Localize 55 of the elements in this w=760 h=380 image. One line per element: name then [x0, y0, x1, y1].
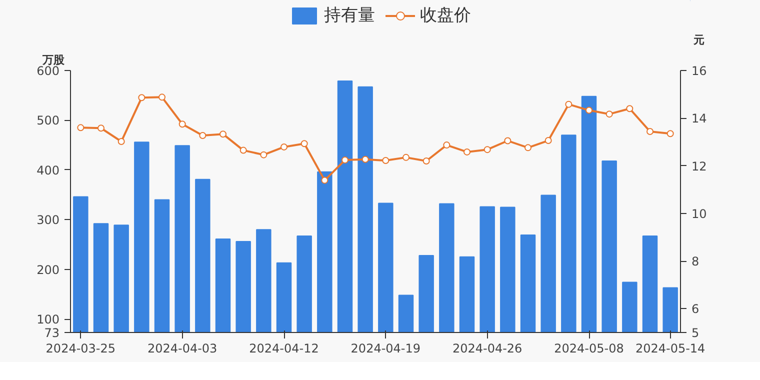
x-tick-label: 2024-05-14 — [635, 342, 706, 356]
point — [138, 94, 146, 102]
x-tick-label: 2024-04-19 — [350, 342, 421, 356]
point — [646, 128, 654, 135]
point — [220, 130, 226, 138]
x-tick-label: 2024-04-12 — [249, 342, 319, 356]
point — [382, 157, 390, 164]
y-tick-label: 300 — [36, 213, 60, 228]
point — [402, 154, 410, 161]
y2-tick-label: 8 — [692, 254, 700, 269]
y2-tick-label: 5 — [692, 326, 700, 340]
point — [321, 176, 328, 184]
x-tick-label: 2024-05-08 — [554, 342, 624, 356]
y-tick-label: 200 — [36, 262, 60, 277]
y2-tick-label: 12 — [692, 159, 707, 174]
y-tick-label: 600 — [36, 64, 60, 78]
y2-tick-label: 16 — [692, 64, 707, 78]
point — [626, 105, 634, 112]
y-tick-label: 100 — [36, 312, 60, 327]
point — [280, 143, 288, 150]
point — [98, 124, 104, 132]
x-tick-label: 2024-03-25 — [46, 342, 116, 356]
point — [443, 142, 450, 149]
y-axis-title: 万股 — [42, 54, 66, 66]
point — [544, 137, 552, 144]
point — [178, 120, 186, 128]
point — [504, 137, 512, 144]
point — [484, 146, 491, 154]
point — [300, 140, 308, 148]
y2-tick-label: 6 — [692, 302, 700, 316]
point — [606, 110, 613, 118]
y-tick-label: 73 — [44, 326, 60, 340]
point — [342, 156, 348, 164]
point — [240, 146, 247, 154]
point — [586, 106, 592, 114]
point — [565, 100, 572, 108]
y2-tick-label: 10 — [692, 206, 707, 221]
legend-label: 收盘价 — [420, 4, 471, 26]
y2-tick-label: 14 — [692, 112, 707, 126]
point — [666, 130, 674, 138]
point — [362, 156, 369, 163]
point — [524, 144, 532, 152]
point — [260, 151, 268, 158]
point — [158, 94, 166, 101]
point — [118, 138, 125, 145]
point — [464, 148, 470, 156]
point — [422, 158, 430, 165]
x-tick-label: 2024-04-26 — [452, 342, 522, 356]
y-tick-label: 500 — [36, 114, 60, 128]
x-tick-label: 2024-04-03 — [147, 342, 218, 356]
legend-label: 持有量 — [324, 4, 375, 26]
y2-axis-title: 元 — [692, 34, 704, 46]
point — [199, 132, 206, 140]
point — [77, 124, 84, 132]
y-tick-label: 400 — [36, 163, 60, 178]
